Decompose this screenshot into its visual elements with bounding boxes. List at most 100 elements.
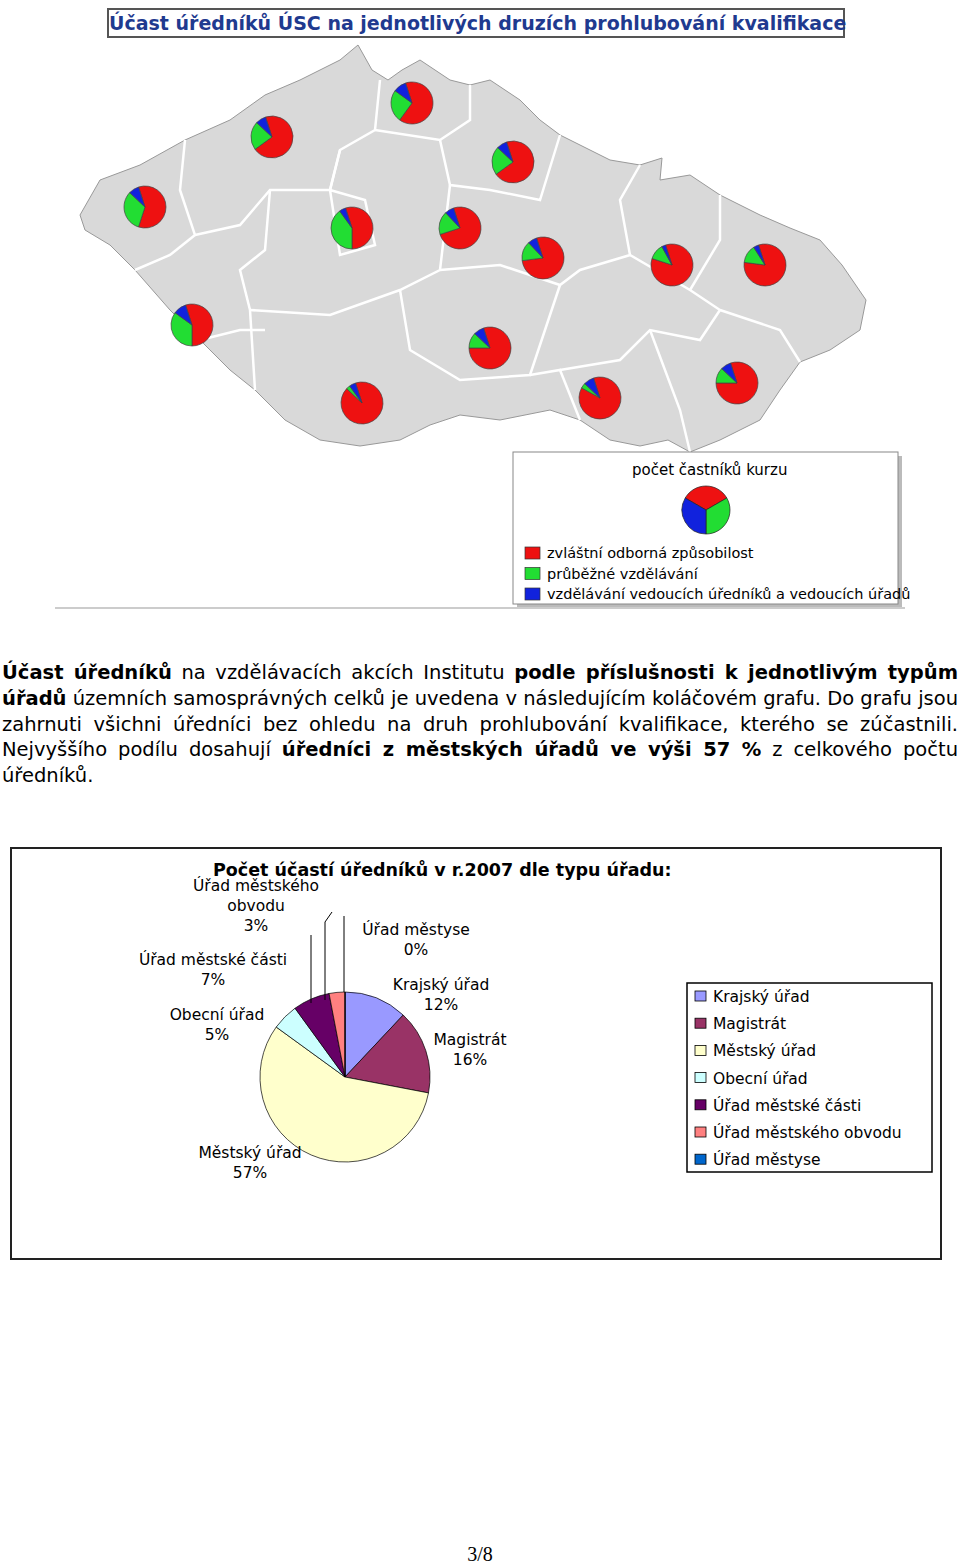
region-border xyxy=(250,185,450,315)
legend-swatch xyxy=(695,1045,706,1055)
legend-swatch xyxy=(525,588,540,600)
pie-slice xyxy=(340,208,352,228)
page-number: 3/8 xyxy=(0,1543,960,1566)
category-label: Magistrát xyxy=(380,1030,560,1050)
pie-slice xyxy=(529,238,543,258)
pie-slice xyxy=(722,363,737,383)
text-run: na vzdělávacích akcích Institutu xyxy=(172,661,514,684)
value-label: 5% xyxy=(127,1025,307,1045)
separator xyxy=(55,607,905,609)
category-label: Městský úřad xyxy=(160,1143,340,1163)
data-label: Městský úřad57% xyxy=(160,1143,340,1183)
text-run: úředníci z městských úřadů ve výši 57 % xyxy=(282,738,762,761)
region-pie xyxy=(341,382,383,424)
map-title: Účast úředníků ÚSC na jednotlivých druzí… xyxy=(107,8,845,38)
legend-sample-pie xyxy=(682,486,730,534)
pie-slice xyxy=(341,382,383,424)
category-label: Úřad městského obvodu xyxy=(181,876,331,916)
region-border xyxy=(330,150,340,190)
value-label: 0% xyxy=(326,940,506,960)
region-pie xyxy=(492,141,534,183)
pie-slice xyxy=(498,142,513,162)
legend-label: Úřad městské části xyxy=(713,1096,861,1115)
pie-slice xyxy=(716,362,758,404)
legend-label: Magistrát xyxy=(713,1015,786,1033)
region-border xyxy=(530,370,580,420)
legend-label: Úřad městského obvodu xyxy=(713,1123,902,1142)
region-pie xyxy=(251,116,293,158)
pie-slice xyxy=(446,208,460,228)
leader-line xyxy=(311,935,312,1003)
leader-line xyxy=(344,916,345,992)
pie-slice xyxy=(651,244,693,286)
region-border xyxy=(240,190,270,390)
region-pie xyxy=(439,207,481,249)
value-label: 12% xyxy=(351,995,531,1015)
value-label: 57% xyxy=(160,1163,340,1183)
pie-slice xyxy=(395,83,412,103)
region-pie xyxy=(744,244,786,286)
region-pie xyxy=(391,82,433,124)
pie-slice xyxy=(257,117,272,137)
data-label: Obecní úřad5% xyxy=(127,1005,307,1045)
legend-label: Úřad městyse xyxy=(713,1150,821,1169)
pie-slice xyxy=(475,328,490,348)
region-border xyxy=(400,285,560,380)
region-pie xyxy=(651,244,693,286)
legend-title: počet častníků kurzu xyxy=(632,461,787,479)
pie-slice xyxy=(682,498,706,534)
legend-label: vzdělávání vedoucích úředníků a vedoucíc… xyxy=(547,586,910,602)
region-pie xyxy=(171,304,213,346)
pie-slice xyxy=(754,245,765,265)
region-border xyxy=(560,255,720,370)
category-label: Obecní úřad xyxy=(127,1005,307,1025)
pie-slice xyxy=(345,992,346,1077)
chart-legend xyxy=(687,983,932,1172)
pie-slice xyxy=(744,244,786,286)
pie-slice xyxy=(175,305,192,325)
map-legend xyxy=(513,452,898,604)
pie-slice xyxy=(331,211,352,249)
region-border xyxy=(330,190,375,255)
map: počet častníků kurzu zvláštní odborná způ… xyxy=(0,0,960,620)
category-label: Úřad městské části xyxy=(113,950,313,970)
legend-swatch xyxy=(695,1154,706,1164)
region-pie xyxy=(124,186,166,228)
category-label: Úřad městyse xyxy=(326,920,506,940)
legend-label: Městský úřad xyxy=(713,1042,816,1060)
region-pie xyxy=(716,362,758,404)
region-pie xyxy=(522,237,564,279)
data-label: Magistrát16% xyxy=(380,1030,560,1070)
data-label: Krajský úřad12% xyxy=(351,975,531,1015)
pie-slice xyxy=(585,378,600,398)
pie-slice xyxy=(662,245,672,265)
data-label: Úřad městského obvodu3% xyxy=(181,876,331,936)
legend-swatch xyxy=(525,568,540,580)
data-label: Úřad městské části7% xyxy=(113,950,313,990)
value-label: 7% xyxy=(113,970,313,990)
country xyxy=(80,45,866,452)
category-label: Krajský úřad xyxy=(351,975,531,995)
value-label: 3% xyxy=(181,916,331,936)
pie-slice xyxy=(350,383,362,403)
legend-label: zvláštní odborná způsobilost xyxy=(547,545,754,561)
region-pie xyxy=(331,207,373,249)
legend-swatch xyxy=(695,1073,706,1083)
pie xyxy=(260,992,430,1162)
pie-slice xyxy=(329,992,345,1077)
text-run: Účast úředníků xyxy=(2,661,172,684)
region-border xyxy=(440,165,640,285)
pie-slice xyxy=(522,237,564,279)
region-border xyxy=(690,195,720,290)
legend-swatch xyxy=(695,1018,706,1028)
legend-swatch xyxy=(695,1127,706,1137)
region-border xyxy=(720,310,800,362)
legend-label: průběžné vzdělávání xyxy=(547,566,699,582)
legend-swatch xyxy=(695,991,706,1001)
paragraph: Účast úředníků na vzdělávacích akcích In… xyxy=(2,660,958,789)
legend-swatch xyxy=(695,1100,706,1110)
region-pie xyxy=(469,327,511,369)
leader-line xyxy=(325,912,332,1000)
pie-slice xyxy=(579,377,621,419)
region-border xyxy=(440,135,560,200)
